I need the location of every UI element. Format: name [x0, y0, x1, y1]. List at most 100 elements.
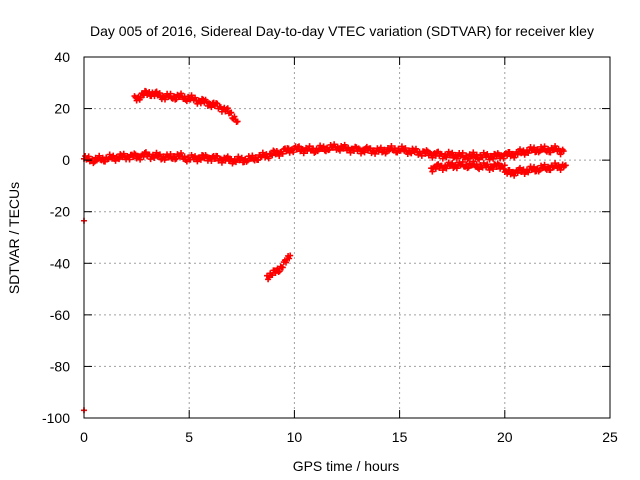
- plot-frame: [83, 56, 611, 419]
- data-point: [459, 158, 466, 165]
- data-point: [269, 272, 276, 279]
- data-point: [531, 163, 538, 170]
- data-point: [234, 118, 241, 125]
- data-point: [372, 150, 379, 157]
- data-point: [470, 149, 477, 156]
- data-point: [514, 151, 521, 158]
- data-point: [227, 156, 234, 163]
- data-point: [443, 154, 450, 161]
- data-point: [463, 161, 470, 168]
- data-point: [224, 105, 231, 112]
- data-point: [265, 155, 272, 162]
- data-point: [290, 149, 297, 156]
- data-point: [156, 90, 163, 97]
- data-point: [306, 143, 313, 150]
- data-layer: [81, 87, 569, 414]
- x-tick-label: 10: [287, 429, 303, 445]
- data-point: [541, 143, 548, 150]
- data-point: [249, 152, 256, 159]
- data-point: [331, 141, 338, 148]
- data-point: [255, 157, 262, 164]
- x-tick-label: 15: [392, 429, 408, 445]
- data-point: [490, 155, 497, 162]
- series-tail-band-1: [428, 158, 508, 175]
- y-tick-label: -80: [50, 358, 70, 374]
- data-point: [171, 93, 178, 100]
- data-point: [167, 151, 174, 158]
- data-point: [208, 158, 215, 165]
- data-point: [429, 154, 436, 161]
- data-point: [276, 268, 283, 275]
- data-point: [552, 143, 559, 150]
- y-tick-label: -40: [50, 255, 70, 271]
- series-upper-arc: [131, 87, 241, 125]
- data-point: [137, 156, 144, 163]
- chart-title: Day 005 of 2016, Sidereal Day-to-day VTE…: [90, 23, 594, 39]
- data-point: [457, 153, 464, 160]
- data-point: [137, 94, 144, 101]
- data-point: [490, 166, 497, 173]
- y-tick-label: -20: [50, 204, 70, 220]
- data-point: [238, 154, 245, 161]
- data-point: [361, 149, 368, 156]
- data-point: [116, 156, 123, 163]
- data-point: [459, 149, 466, 156]
- data-point: [141, 149, 148, 156]
- data-point: [519, 167, 526, 174]
- y-tick-label: -60: [50, 307, 70, 323]
- axis-layer: 0 5 10 15 20 25 -100 -80 -60 -40 -20 0 20 40: [42, 49, 618, 445]
- data-point: [402, 145, 409, 152]
- x-tick-label: 20: [497, 429, 513, 445]
- data-point: [178, 90, 185, 97]
- y-axis-label: SDTVAR / TECUs: [6, 182, 22, 294]
- data-point: [181, 153, 188, 160]
- data-point: [228, 109, 235, 116]
- data-point: [528, 147, 535, 154]
- x-tick-label: 5: [185, 429, 193, 445]
- data-point: [156, 151, 163, 158]
- data-point: [377, 144, 384, 151]
- data-point: [269, 152, 276, 159]
- x-tick-label: 25: [602, 429, 618, 445]
- data-point: [541, 161, 548, 168]
- data-point: [358, 150, 365, 157]
- data-point: [126, 156, 133, 163]
- series-main-band: [81, 141, 567, 167]
- data-point: [194, 158, 201, 165]
- data-point: [282, 259, 289, 266]
- data-point: [235, 153, 242, 160]
- data-point: [514, 170, 521, 177]
- data-point: [153, 88, 160, 95]
- grid-layer: [84, 57, 610, 418]
- data-point: [218, 159, 225, 166]
- data-point: [275, 269, 282, 276]
- x-tick-label: 0: [80, 429, 88, 445]
- data-point: [501, 162, 508, 169]
- data-point: [231, 113, 238, 120]
- y-tick-label: -100: [42, 410, 70, 426]
- data-point: [279, 264, 286, 271]
- data-point: [272, 270, 279, 277]
- data-point: [85, 153, 92, 160]
- data-point: [336, 147, 343, 154]
- data-point: [367, 145, 374, 152]
- data-point: [449, 160, 456, 167]
- series-lower-arc: [264, 252, 294, 283]
- y-tick-label: 40: [54, 49, 70, 65]
- data-point: [528, 166, 535, 173]
- data-point: [197, 156, 204, 163]
- data-point: [162, 96, 169, 103]
- data-point: [320, 143, 327, 150]
- data-point: [296, 143, 303, 150]
- data-point: [408, 150, 415, 157]
- data-point: [178, 150, 185, 157]
- data-point: [398, 143, 405, 150]
- x-axis-label: GPS time / hours: [293, 458, 400, 474]
- data-point: [311, 149, 318, 156]
- data-point: [484, 161, 491, 168]
- data-point: [208, 104, 215, 111]
- data-point: [484, 150, 491, 157]
- data-point: [131, 150, 138, 157]
